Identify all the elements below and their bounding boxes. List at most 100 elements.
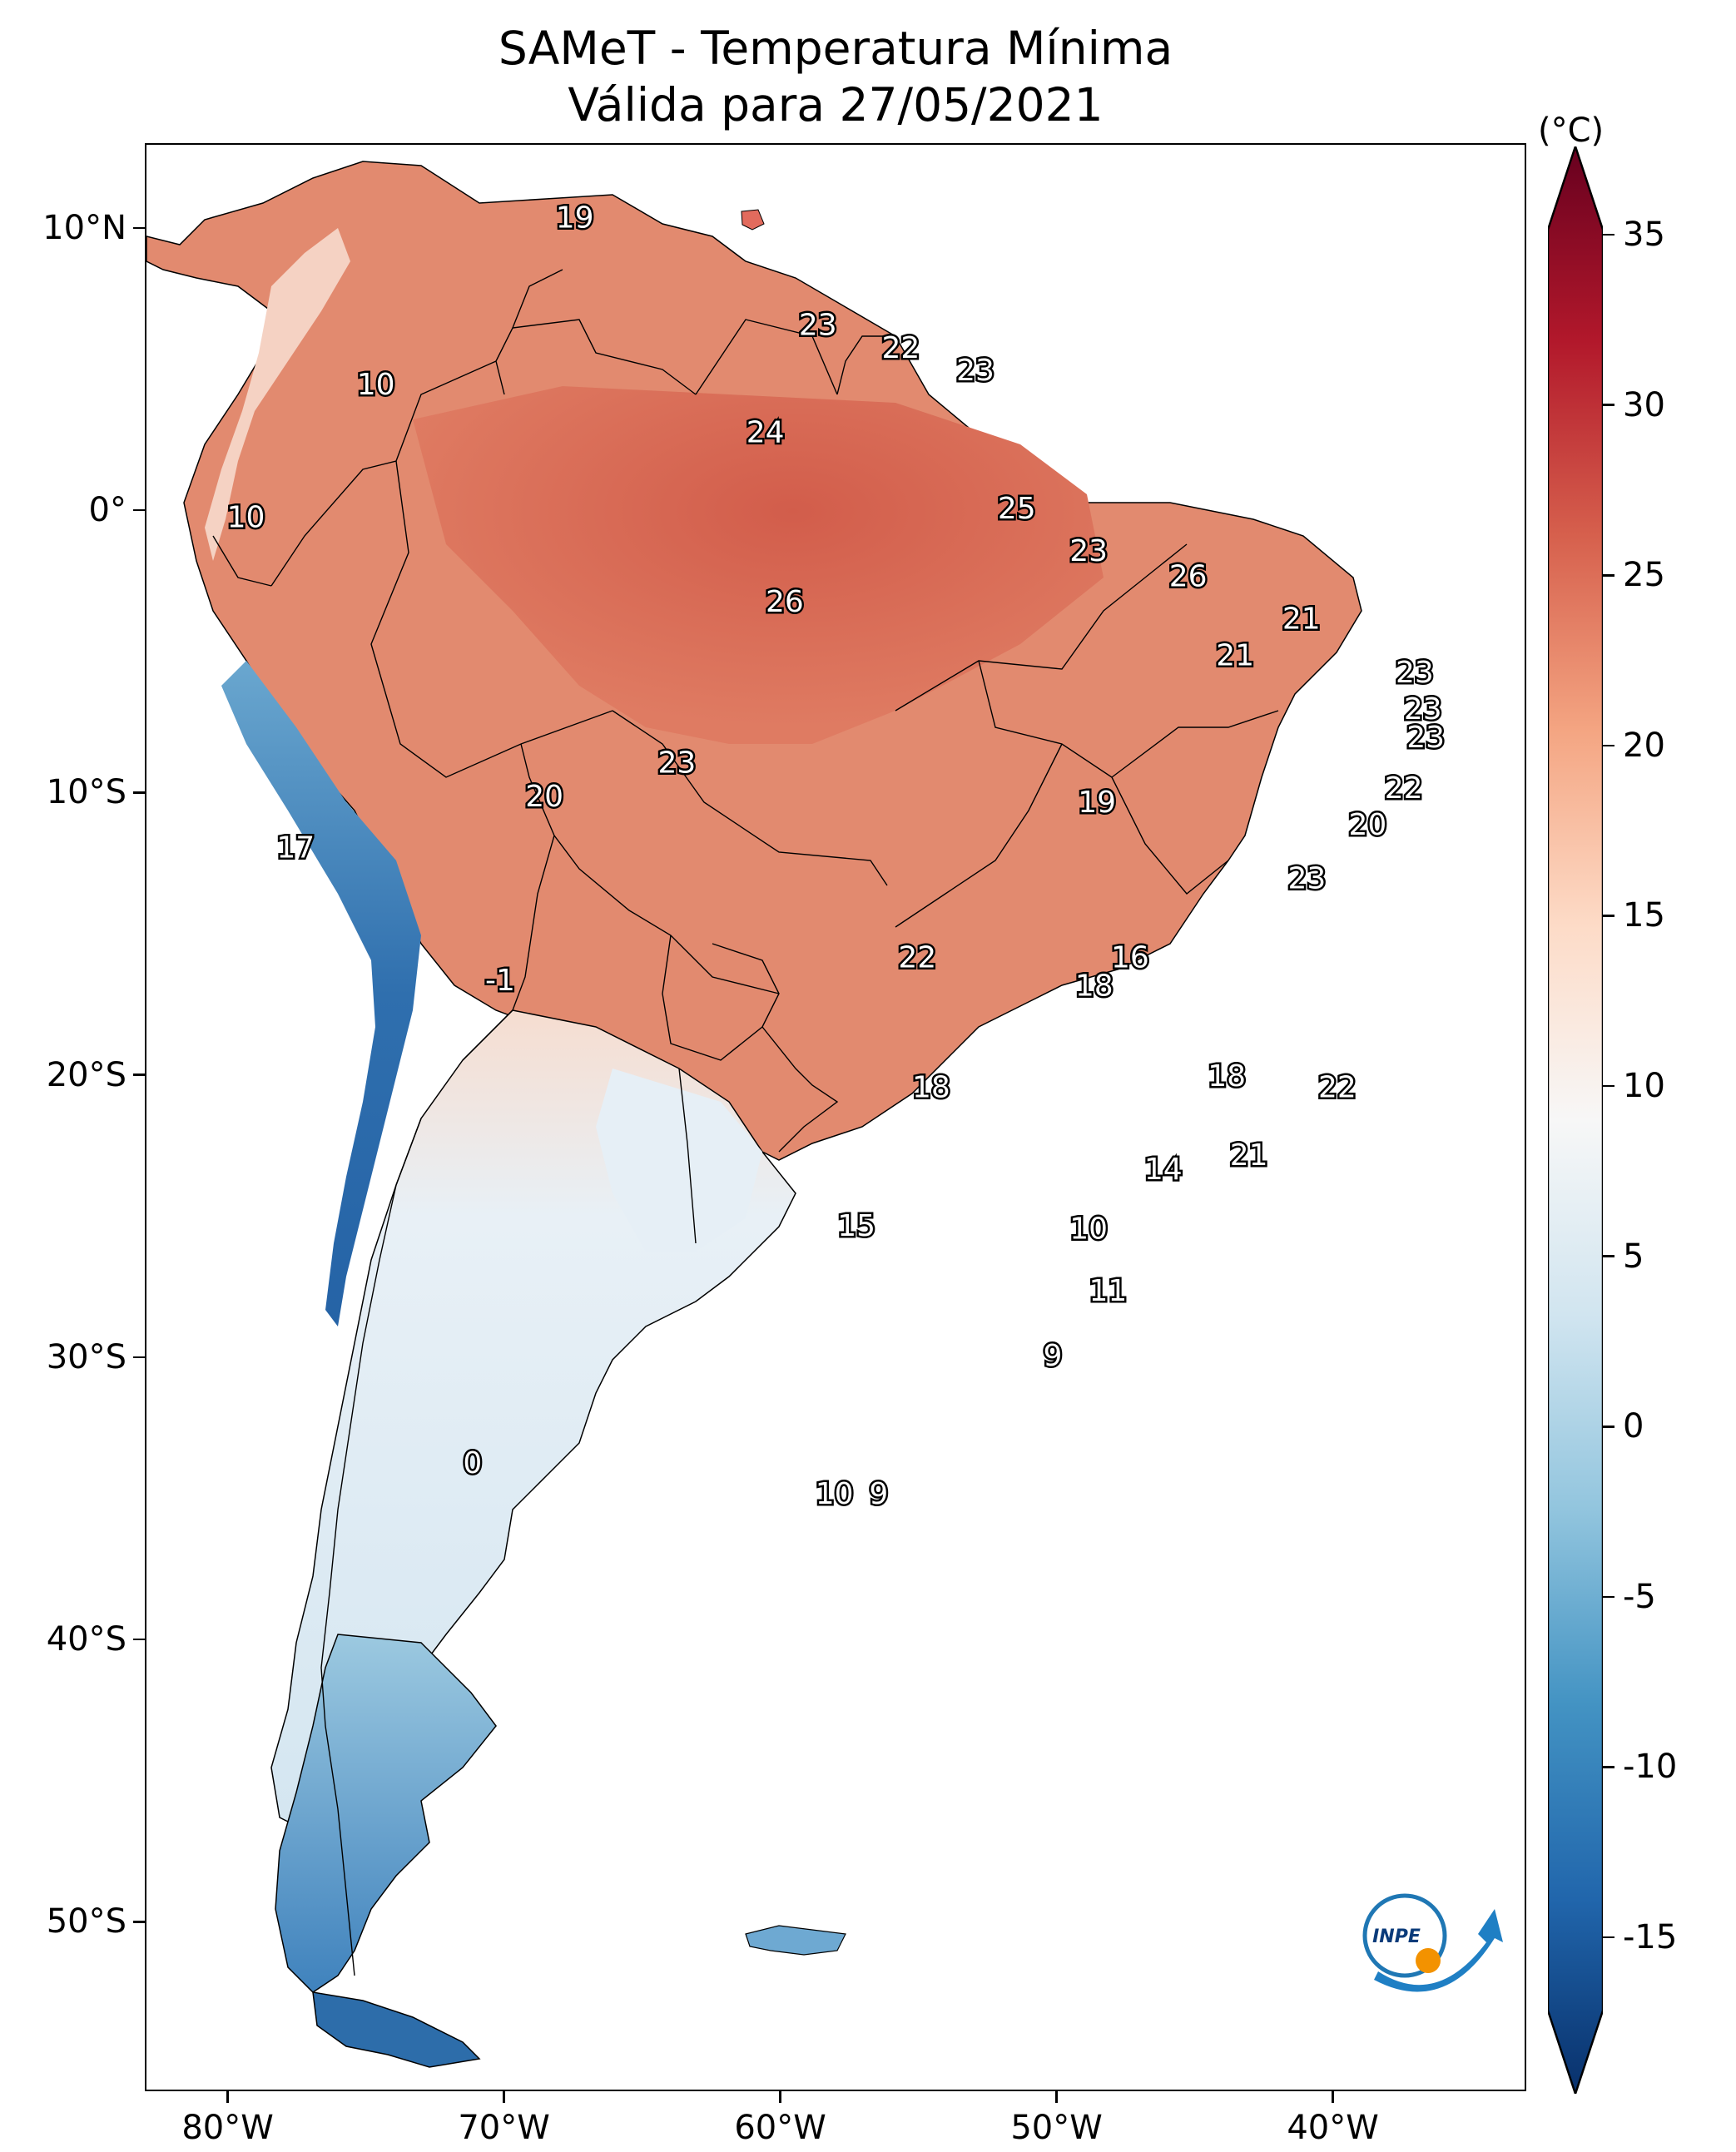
lat-tick-mark <box>133 1074 145 1076</box>
inpe-logo-ring <box>1362 1893 1447 1978</box>
temp-label-21: 17 <box>276 831 315 865</box>
temp-label-12: 21 <box>1216 639 1254 673</box>
temp-label-19: 19 <box>1078 786 1116 820</box>
lat-tick-label: 40°S <box>46 1620 126 1659</box>
inpe-logo-text: INPE <box>1372 1926 1421 1947</box>
temp-label-38: 9 <box>869 1477 888 1511</box>
colorbar-tick-label: -15 <box>1623 1918 1678 1956</box>
inpe-logo: INPE <box>1362 1893 1503 1992</box>
lat-tick-label: 10°N <box>42 208 126 247</box>
temp-label-33: 10 <box>1069 1212 1108 1246</box>
colorbar-tick-mark <box>1603 404 1614 406</box>
temp-label-20: 20 <box>1348 808 1386 842</box>
temp-label-7: 10 <box>227 500 265 534</box>
temp-label-16: 23 <box>657 746 696 781</box>
lat-tick-label: 20°S <box>46 1055 126 1094</box>
map-panel: 19 23 22 23 10 24 25 10 23 26 26 21 21 23 23 23 23 22 20 19… <box>145 143 1526 2091</box>
colorbar-tick-label: 0 <box>1623 1407 1644 1446</box>
lat-tick-label: 50°S <box>46 1902 126 1941</box>
colorbar-tick-mark <box>1603 1936 1614 1939</box>
lat-tick-mark <box>133 226 145 230</box>
temp-label-35: 9 <box>1044 1339 1063 1373</box>
map-title: SAMeT - Temperatura Mínima <box>498 22 1173 75</box>
temp-label-18: 20 <box>525 780 563 814</box>
amazon-basin-warm <box>413 386 1104 744</box>
temp-label-25: 18 <box>1075 969 1114 1004</box>
temp-label-13: 23 <box>1396 656 1434 690</box>
lon-tick-label: 80°W <box>181 2109 274 2147</box>
temp-label-9: 26 <box>1169 560 1208 594</box>
colorbar <box>1548 146 1603 2094</box>
temp-label-4: 10 <box>357 368 395 402</box>
trinidad-island <box>741 209 765 231</box>
lat-tick-mark <box>133 791 145 794</box>
lon-tick-mark <box>1055 2091 1058 2103</box>
colorbar-tick-label: -10 <box>1623 1748 1678 1787</box>
colorbar-tick-mark <box>1603 744 1614 747</box>
lon-tick-mark <box>503 2091 505 2103</box>
temp-label-0: 19 <box>556 201 594 236</box>
colorbar-tick-mark <box>1603 574 1614 577</box>
lon-tick-mark <box>779 2091 781 2103</box>
map-subtitle-date: Válida para 27/05/2021 <box>568 78 1104 131</box>
temp-label-30: 21 <box>1230 1138 1268 1173</box>
colorbar-unit: (°C) <box>1538 112 1605 150</box>
temp-label-27: 18 <box>912 1071 950 1105</box>
temp-label-8: 23 <box>1069 534 1108 568</box>
colorbar-tick-label: 20 <box>1623 726 1665 765</box>
temp-label-23: 22 <box>898 941 936 975</box>
falkland-islands <box>745 1925 846 1956</box>
temp-label-14: 23 <box>1404 692 1442 726</box>
lon-tick-mark <box>1332 2091 1334 2103</box>
temp-label-2: 22 <box>881 331 920 365</box>
lon-tick-label: 50°W <box>1010 2109 1103 2147</box>
colorbar-bar <box>1548 146 1603 2094</box>
lat-tick-mark <box>133 1356 145 1359</box>
temp-label-29: 22 <box>1318 1071 1357 1105</box>
temp-label-34: 11 <box>1089 1274 1127 1308</box>
colorbar-tick-label: 5 <box>1623 1237 1644 1276</box>
lat-tick-label: 10°S <box>46 773 126 812</box>
temp-label-6: 25 <box>998 492 1036 526</box>
colorbar-tick-mark <box>1603 1426 1614 1428</box>
colorbar-tick-mark <box>1603 915 1614 917</box>
temp-label-28: 18 <box>1208 1059 1246 1093</box>
temp-label-24: 16 <box>1111 941 1149 975</box>
colorbar-tick-mark <box>1603 1595 1614 1599</box>
colorbar-tick-label: 35 <box>1623 216 1665 254</box>
lat-tick-mark <box>133 1921 145 1923</box>
andes-cold-strip <box>221 661 421 1326</box>
lon-tick-label: 40°W <box>1287 2109 1379 2147</box>
lon-tick-label: 60°W <box>734 2109 826 2147</box>
colorbar-tick-label: 10 <box>1623 1067 1665 1105</box>
colorbar-tick-mark <box>1603 1255 1614 1257</box>
temp-label-10: 26 <box>766 585 804 619</box>
temp-label-37: 10 <box>816 1477 854 1511</box>
lon-tick-label: 70°W <box>458 2109 550 2147</box>
colorbar-tick-label: -5 <box>1623 1577 1656 1616</box>
temp-label-3: 23 <box>956 354 994 388</box>
colorbar-tick-mark <box>1603 233 1614 236</box>
lat-tick-label: 30°S <box>46 1337 126 1376</box>
inpe-logo-arrow <box>1374 1909 1503 1992</box>
temp-label-32: 15 <box>837 1209 875 1243</box>
inpe-logo-sun <box>1416 1948 1441 1973</box>
colorbar-tick-label: 15 <box>1623 896 1665 935</box>
temp-label-11: 21 <box>1282 602 1321 637</box>
patagonia-cold <box>275 1634 497 1993</box>
temp-label-17: 22 <box>1385 771 1423 806</box>
country-borders <box>212 269 1279 1976</box>
colorbar-tick-label: 30 <box>1623 385 1665 424</box>
tierra-del-fuego <box>312 1991 481 2068</box>
colorbar-tick-mark <box>1603 1084 1614 1088</box>
uruguay-pampas-cool <box>596 1069 762 1252</box>
continent-temperature-field <box>146 161 1362 2068</box>
lon-tick-mark <box>226 2091 229 2103</box>
colorbar-tick-label: 25 <box>1623 556 1665 595</box>
temp-label-15: 23 <box>1406 721 1445 755</box>
temp-label-26: -1 <box>485 964 515 998</box>
temp-label-22: 23 <box>1287 862 1326 896</box>
temp-label-5: 24 <box>746 416 785 450</box>
